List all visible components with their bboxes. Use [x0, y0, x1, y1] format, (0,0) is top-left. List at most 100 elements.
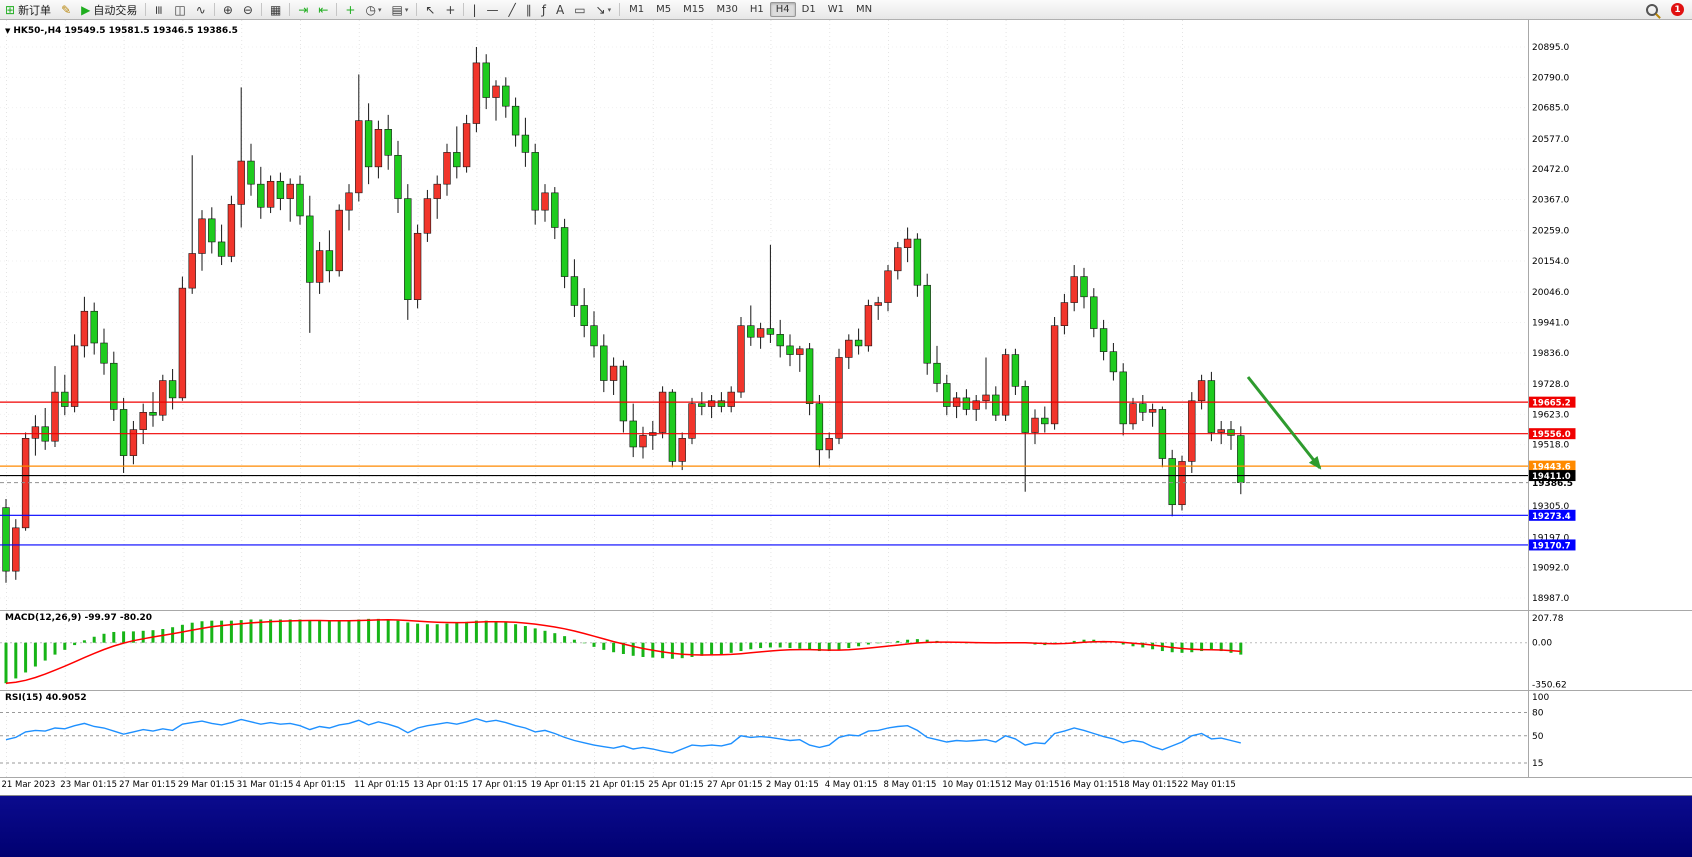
text-button[interactable]: A	[552, 0, 568, 19]
macd-panel: 207.78 0.00 -350.62	[0, 614, 1567, 690]
candle-bullish	[129, 429, 138, 456]
timeframe-button-h4[interactable]: H4	[769, 2, 796, 17]
price-tag-label: 19411.0	[1532, 472, 1571, 482]
candle-bearish	[110, 362, 118, 410]
rsi-line	[5, 717, 1241, 754]
time-tick-label: 21 Apr 01:15	[590, 780, 645, 790]
timeframe-button-m5[interactable]: M5	[656, 4, 672, 15]
candle-bearish	[384, 129, 392, 156]
candle-bearish	[247, 160, 255, 185]
cursor-button[interactable]: ↖	[421, 0, 439, 19]
notification-badge[interactable]: 1	[1671, 3, 1684, 16]
horizontal-line-button[interactable]: —	[483, 0, 503, 19]
candle-bearish	[619, 365, 628, 422]
chevron-down-icon: ▾	[404, 5, 409, 14]
timeframe-button-h1[interactable]: H1	[749, 4, 764, 15]
metaeditor-button[interactable]: ✎	[57, 0, 75, 19]
candle-bullish	[413, 232, 422, 300]
search-button[interactable]	[1642, 0, 1662, 19]
new-order-button[interactable]: ⊞ 新订单	[1, 0, 55, 19]
time-tick-label: 22 May 01:15	[1178, 780, 1236, 790]
price-tag	[1528, 539, 1576, 551]
time-tick-label: 27 Mar 01:15	[119, 780, 176, 790]
tile-windows-icon: ▦	[269, 2, 282, 17]
label-button[interactable]: ▭	[570, 0, 589, 19]
candles	[2, 47, 1245, 583]
label-icon: ▭	[574, 2, 586, 17]
candle-bullish	[443, 152, 451, 185]
candle-bullish	[982, 394, 990, 402]
auto-scroll-button[interactable]: ⇥	[294, 0, 312, 19]
time-tick-label: 31 Mar 01:15	[237, 780, 294, 790]
macd-scale-label: 207.78	[1532, 614, 1564, 624]
candle-bullish	[1031, 417, 1039, 433]
candle-bearish	[698, 403, 706, 407]
candle-bullish	[541, 192, 549, 211]
zoom-out-button[interactable]: ⊖	[239, 0, 257, 19]
autotrading-button[interactable]: ▶ 自动交易	[77, 0, 141, 19]
candle-bearish	[149, 412, 157, 416]
candle-bearish	[717, 400, 726, 407]
candle-bullish	[1217, 429, 1225, 433]
candle-bullish	[688, 403, 696, 439]
macd-indicator-label: MACD(12,26,9) -99.97 -80.20	[5, 613, 153, 623]
chevron-down-icon: ▾	[607, 5, 612, 14]
candle-bearish	[168, 380, 177, 399]
price-tick-label: 20154.0	[1532, 257, 1569, 267]
indicators-button[interactable]: +	[341, 0, 359, 19]
channel-button[interactable]: ∥	[522, 0, 536, 19]
line-chart-button[interactable]: ∿	[192, 0, 210, 19]
bar-chart-button[interactable]: ≡	[150, 0, 168, 19]
arrow-tools-button[interactable]: ↘ ▾	[592, 0, 616, 19]
time-tick-label: 16 May 01:15	[1060, 780, 1118, 790]
app-toolbar: ⊞ 新订单 ✎ ▶ 自动交易 ≡ ◫ ∿ ⊕ ⊖ ▦ ⇥ ⇤ + ◷ ▾ ▤ ▾ ↖ + | — ╱ ∥ ƒ A ▭ ↘ ▾ M1 M5 M…	[0, 0, 1692, 20]
chart-canvas[interactable]: 20895.0 20790.0 20685.0 20577.0 20472.0 20367…	[0, 0, 1692, 795]
price-tick-label: 19518.0	[1532, 441, 1569, 451]
price-tag	[1528, 509, 1576, 521]
candle-bullish	[1050, 325, 1059, 425]
symbol-dropdown-icon[interactable]: ▼	[5, 27, 11, 35]
trendline-button[interactable]: ╱	[505, 0, 520, 19]
candle-bearish	[306, 215, 314, 283]
candle-bullish	[139, 412, 147, 430]
fibonacci-button[interactable]: ƒ	[538, 0, 550, 19]
autotrading-button-label: 自动交易	[93, 3, 138, 17]
price-tick-label: 20685.0	[1532, 104, 1569, 114]
timeframe-button-m15[interactable]: M15	[683, 4, 705, 15]
candle-bullish	[1001, 354, 1010, 416]
toolbar-right-group: 1	[1641, 0, 1692, 19]
bottom-scrollbar[interactable]	[0, 795, 1692, 857]
vertical-line-button[interactable]: |	[468, 0, 480, 19]
candlestick-chart-button[interactable]: ◫	[170, 0, 189, 19]
tile-windows-button[interactable]: ▦	[266, 0, 285, 19]
candle-bearish	[257, 183, 265, 208]
time-tick-label: 21 Mar 2023	[2, 780, 56, 790]
candle-bearish	[1090, 296, 1098, 329]
candle-bearish	[943, 383, 951, 407]
chart-shift-button[interactable]: ⇤	[314, 0, 332, 19]
candle-bullish	[188, 253, 196, 289]
timeframe-button-m1[interactable]: M1	[629, 4, 645, 15]
candle-bearish	[1139, 403, 1147, 413]
candle-bullish	[874, 302, 882, 306]
zoom-in-button[interactable]: ⊕	[219, 0, 237, 19]
chart-title: ▼ HK50-,H4 19549.5 19581.5 19346.5 19386.…	[5, 26, 238, 36]
timeframe-button-m30[interactable]: M30	[716, 4, 738, 15]
toolbar-separator	[619, 3, 621, 16]
candle-bearish	[1168, 458, 1176, 506]
periods-button[interactable]: ◷ ▾	[361, 0, 385, 19]
price-tick-label: 19836.0	[1532, 349, 1569, 359]
trend-arrow[interactable]	[1246, 376, 1322, 470]
candle-bearish	[766, 328, 775, 335]
new-order-icon: ⊞	[5, 2, 16, 17]
crosshair-button[interactable]: +	[441, 0, 459, 19]
toolbar-separator	[416, 3, 418, 16]
timeframe-button-w1[interactable]: W1	[827, 4, 844, 15]
periods-icon: ◷	[365, 2, 376, 17]
timeframe-button-mn[interactable]: MN	[855, 4, 873, 15]
templates-button[interactable]: ▤ ▾	[387, 0, 412, 19]
time-tick-label: 19 Apr 01:15	[531, 780, 586, 790]
price-tag-label: 19665.2	[1532, 399, 1571, 409]
candle-bearish	[531, 152, 539, 211]
timeframe-button-d1[interactable]: D1	[801, 4, 816, 15]
